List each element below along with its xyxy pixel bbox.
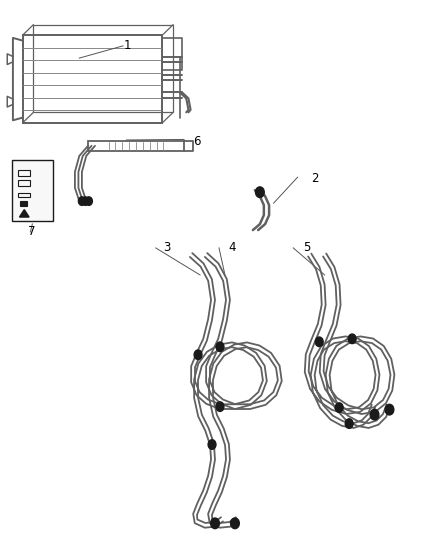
- Circle shape: [255, 187, 264, 198]
- Circle shape: [230, 518, 239, 529]
- Circle shape: [208, 440, 216, 449]
- Circle shape: [385, 405, 394, 415]
- Bar: [12, 160, 53, 221]
- Circle shape: [194, 350, 202, 360]
- Circle shape: [345, 419, 353, 429]
- Circle shape: [85, 197, 92, 205]
- Text: 6: 6: [194, 135, 201, 148]
- Circle shape: [78, 197, 85, 205]
- Text: 5: 5: [303, 241, 310, 254]
- Circle shape: [216, 342, 224, 352]
- Text: 2: 2: [311, 172, 319, 185]
- Circle shape: [315, 337, 323, 346]
- Circle shape: [335, 403, 343, 413]
- Bar: [18, 180, 30, 186]
- Text: 1: 1: [124, 39, 131, 52]
- Text: 7: 7: [28, 225, 35, 238]
- Circle shape: [82, 197, 89, 205]
- Bar: [20, 201, 27, 206]
- Bar: [88, 141, 184, 151]
- Circle shape: [211, 518, 219, 529]
- Circle shape: [370, 409, 379, 420]
- Bar: [18, 192, 30, 197]
- Text: 3: 3: [163, 241, 170, 254]
- Text: 4: 4: [228, 241, 236, 254]
- Bar: [22, 35, 162, 123]
- Bar: [18, 169, 30, 176]
- Circle shape: [216, 402, 224, 411]
- Bar: [33, 25, 173, 112]
- Circle shape: [348, 334, 356, 344]
- Polygon shape: [19, 209, 29, 217]
